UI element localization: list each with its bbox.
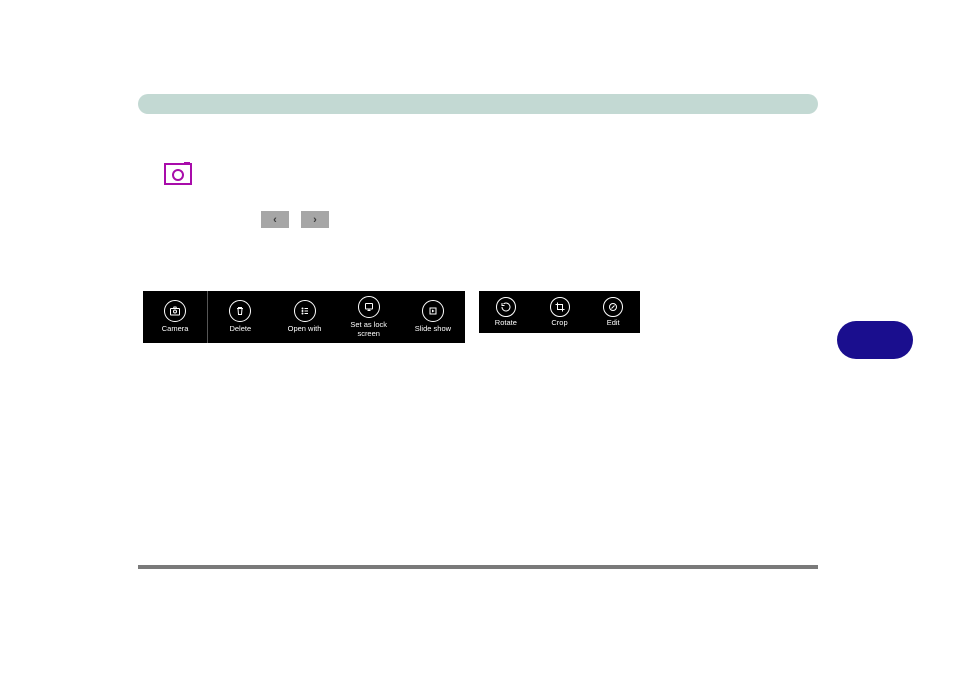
rotate-button[interactable]: Rotate (479, 291, 533, 333)
edit-button[interactable]: Edit (586, 291, 640, 333)
camera-icon-bump (184, 162, 190, 165)
rotate-label: Rotate (495, 319, 517, 327)
nav-buttons: ‹ › (261, 211, 329, 228)
crop-icon (550, 297, 570, 317)
crop-label: Crop (551, 319, 567, 327)
delete-label: Delete (229, 325, 251, 333)
header-bar (138, 94, 818, 114)
camera-icon-lens (172, 169, 184, 181)
lock-screen-label: Set as lock screen (350, 321, 387, 338)
delete-button[interactable]: Delete (208, 291, 272, 343)
camera-app-icon[interactable] (164, 163, 192, 185)
slide-show-label: Slide show (415, 325, 451, 333)
bottom-divider (138, 565, 818, 569)
open-with-button[interactable]: Open with (272, 291, 336, 343)
edit-label: Edit (607, 319, 620, 327)
camera-icon (164, 300, 186, 322)
camera-button[interactable]: Camera (143, 291, 208, 343)
toolbar-right: Rotate Crop Edit (479, 291, 640, 333)
slide-show-icon (422, 300, 444, 322)
camera-label: Camera (162, 325, 189, 333)
floating-action-button[interactable] (837, 321, 913, 359)
open-with-label: Open with (288, 325, 322, 333)
nav-next-button[interactable]: › (301, 211, 329, 228)
crop-button[interactable]: Crop (533, 291, 587, 333)
content-area (138, 94, 818, 114)
nav-prev-button[interactable]: ‹ (261, 211, 289, 228)
edit-icon (603, 297, 623, 317)
toolbar-left: Camera Delete Open with Set as lock scre… (143, 291, 465, 343)
rotate-icon (496, 297, 516, 317)
delete-icon (229, 300, 251, 322)
slide-show-button[interactable]: Slide show (401, 291, 465, 343)
open-with-icon (294, 300, 316, 322)
lock-screen-icon (358, 296, 380, 318)
set-as-lock-screen-button[interactable]: Set as lock screen (337, 291, 401, 343)
